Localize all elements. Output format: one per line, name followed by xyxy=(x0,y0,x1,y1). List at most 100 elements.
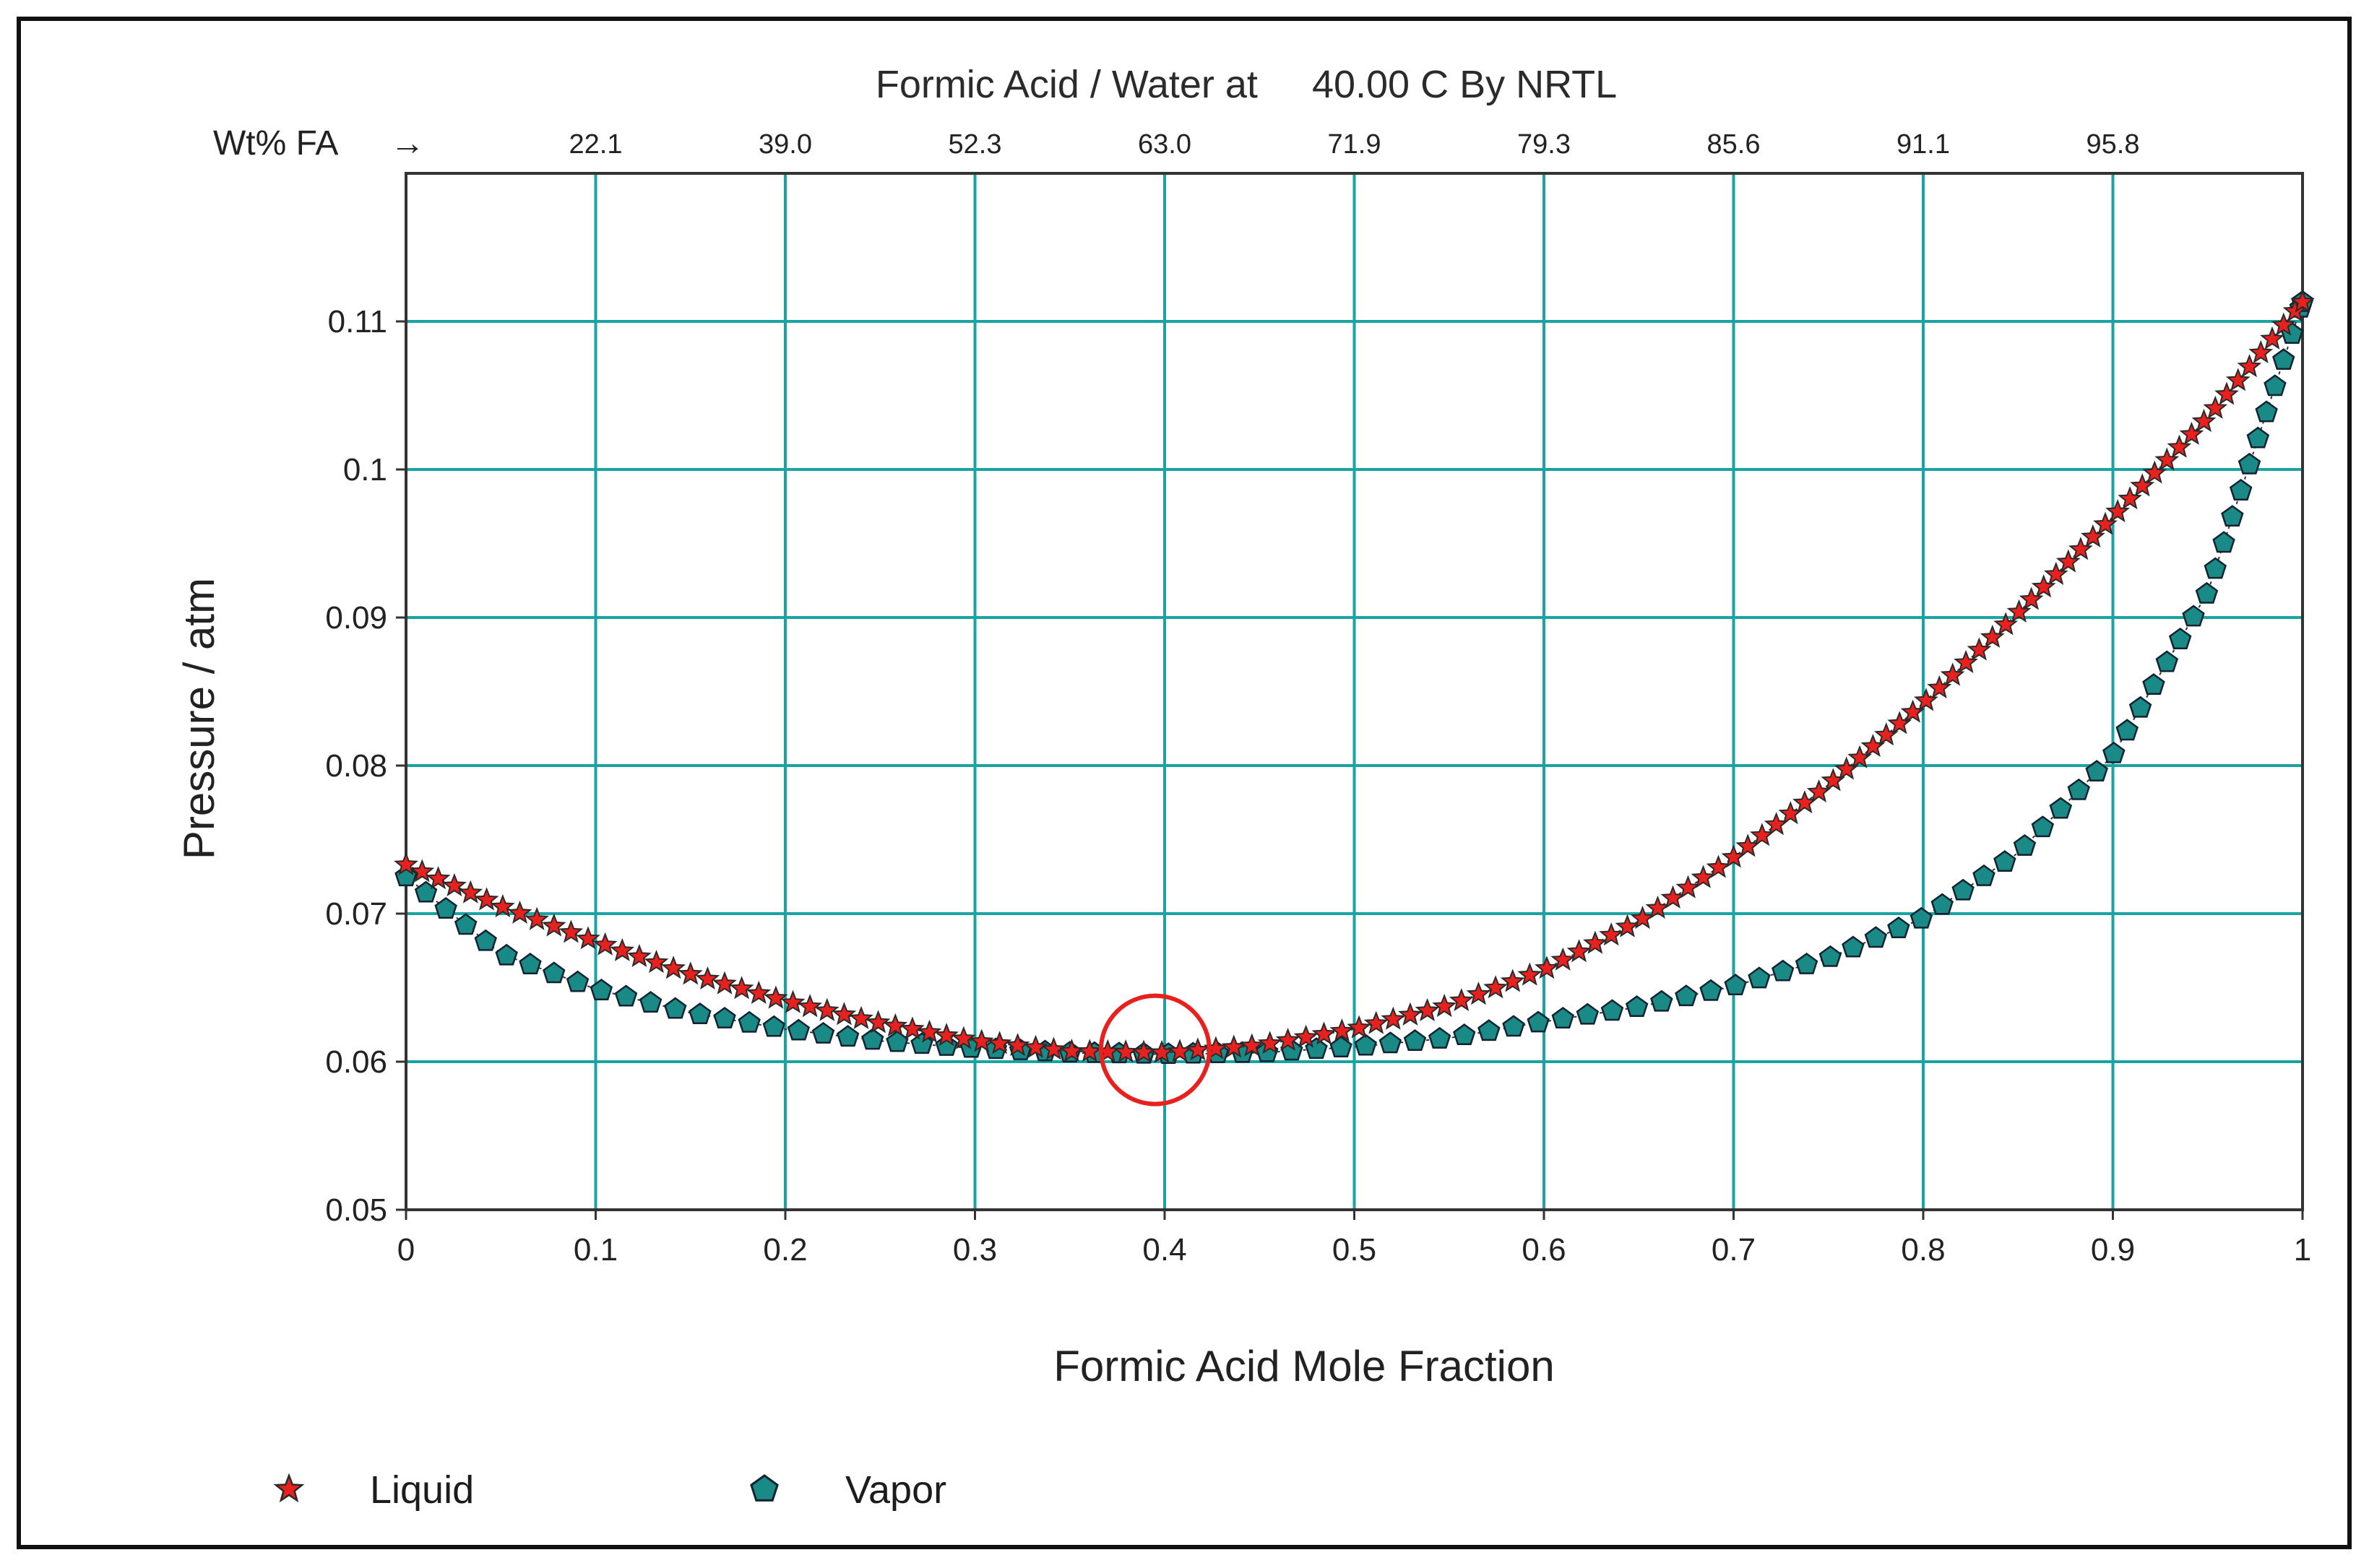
vapor-point xyxy=(787,1018,811,1041)
vapor-point xyxy=(614,984,638,1007)
liquid-point xyxy=(1293,1024,1319,1048)
liquid-point xyxy=(1449,987,1474,1012)
x-tick-label: 0.6 xyxy=(1522,1232,1566,1268)
liquid-point xyxy=(1927,675,1952,699)
vapor-point xyxy=(1625,995,1649,1017)
vapor-point xyxy=(2195,581,2219,604)
data-series xyxy=(394,289,2315,1106)
vapor-point xyxy=(474,929,497,951)
y-axis-title: Pressure / atm xyxy=(175,578,223,859)
liquid-point xyxy=(2167,434,2192,458)
liquid-point xyxy=(661,956,686,979)
liquid-point xyxy=(426,866,451,890)
vapor-point xyxy=(1650,989,1673,1012)
liquid-point xyxy=(1275,1027,1300,1052)
vapor-point xyxy=(713,1006,736,1028)
liquid-point xyxy=(1706,854,1731,878)
vapor-point xyxy=(1354,1034,1377,1056)
y-tick-label: 0.09 xyxy=(325,600,387,636)
top-axis-tick-label: 85.6 xyxy=(1707,129,1761,160)
vapor-point xyxy=(434,896,457,919)
liquid-point xyxy=(2118,486,2143,510)
liquid-point xyxy=(1993,612,2019,636)
vapor-point xyxy=(1453,1023,1476,1045)
legend-liquid-marker xyxy=(273,1473,305,1503)
vapor-point xyxy=(1864,926,1888,948)
liquid-point xyxy=(2081,524,2105,547)
grid xyxy=(406,173,2303,1210)
liquid-point xyxy=(490,893,515,918)
liquid-point xyxy=(2191,408,2217,433)
vapor-point xyxy=(1576,1002,1600,1025)
x-tick-label: 0.8 xyxy=(1901,1232,1945,1268)
vapor-point xyxy=(1748,966,1771,989)
vapor-point xyxy=(1600,999,1624,1021)
liquid-point xyxy=(729,976,754,1000)
liquid-point xyxy=(592,932,618,956)
liquid-point xyxy=(1483,975,1508,999)
vapor-point xyxy=(1329,1036,1352,1058)
x-tick-label: 0.2 xyxy=(763,1232,807,1268)
vapor-point xyxy=(495,943,518,966)
liquid-point xyxy=(1914,688,1938,711)
series-vapor xyxy=(394,290,2314,1065)
vapor-point xyxy=(2238,452,2261,475)
liquid-point xyxy=(2179,421,2204,445)
liquid-point xyxy=(1347,1015,1371,1039)
liquid-point xyxy=(1415,997,1440,1022)
vapor-point xyxy=(414,880,438,903)
liquid-point xyxy=(2248,339,2274,364)
liquid-point xyxy=(1660,885,1686,909)
vapor-point xyxy=(2264,374,2287,397)
y-tick-label: 0.11 xyxy=(328,304,387,339)
liquid-point xyxy=(1954,649,1978,674)
top-axis-tick-label: 71.9 xyxy=(1328,129,1381,160)
legend: Liquid Vapor xyxy=(273,1468,946,1512)
top-axis-tick-label: 52.3 xyxy=(949,129,1002,160)
vapor-point xyxy=(1993,850,2016,872)
liquid-point xyxy=(2260,326,2284,350)
series-liquid xyxy=(394,289,2315,1064)
liquid-point xyxy=(798,994,823,1018)
liquid-point xyxy=(1023,1034,1048,1058)
vapor-point xyxy=(1502,1015,1525,1037)
top-axis-label: Wt% FA xyxy=(213,124,338,163)
vapor-point xyxy=(2212,531,2235,553)
liquid-point xyxy=(525,906,550,930)
liquid-point xyxy=(1221,1034,1246,1058)
x-tick-label: 0 xyxy=(397,1232,415,1268)
liquid-point xyxy=(2225,368,2251,391)
vapor-point xyxy=(1951,878,1975,901)
liquid-point xyxy=(951,1026,976,1049)
x-tick-label: 0.7 xyxy=(1712,1232,1756,1268)
vapor-point xyxy=(2067,778,2090,800)
vapor-point xyxy=(762,1015,785,1037)
vapor-point xyxy=(2102,741,2126,763)
liquid-point xyxy=(1691,865,1716,888)
liquid-point xyxy=(1535,956,1559,979)
liquid-point xyxy=(1566,939,1592,963)
liquid-point xyxy=(2271,312,2296,336)
liquid-point xyxy=(2031,574,2056,598)
vapor-point xyxy=(2255,400,2278,423)
top-axis-tick-label: 22.1 xyxy=(569,129,623,160)
x-tick-label: 0.9 xyxy=(2091,1232,2135,1268)
liquid-point xyxy=(1517,962,1542,986)
liquid-point xyxy=(1630,905,1655,930)
liquid-point xyxy=(1582,930,1608,954)
liquid-point xyxy=(541,913,566,937)
legend-vapor-marker xyxy=(750,1474,779,1502)
liquid-point xyxy=(763,985,788,1009)
liquid-point xyxy=(1466,982,1491,1005)
liquid-point xyxy=(576,926,600,950)
liquid-point xyxy=(558,919,584,943)
liquid-point xyxy=(866,1010,891,1034)
vapor-point xyxy=(1428,1026,1451,1049)
liquid-point xyxy=(2006,599,2032,623)
x-tick-label: 0.4 xyxy=(1142,1232,1186,1268)
top-axis-tick-label: 79.3 xyxy=(1517,129,1571,160)
vapor-point xyxy=(2115,719,2139,741)
x-axis-ticks: 0 0.1 0.2 0.3 0.4 0.5 0.6 0.7 0.8 0.9 1 xyxy=(397,1210,2311,1268)
vapor-point xyxy=(1772,959,1795,982)
top-axis-tick-label: 39.0 xyxy=(759,129,812,160)
